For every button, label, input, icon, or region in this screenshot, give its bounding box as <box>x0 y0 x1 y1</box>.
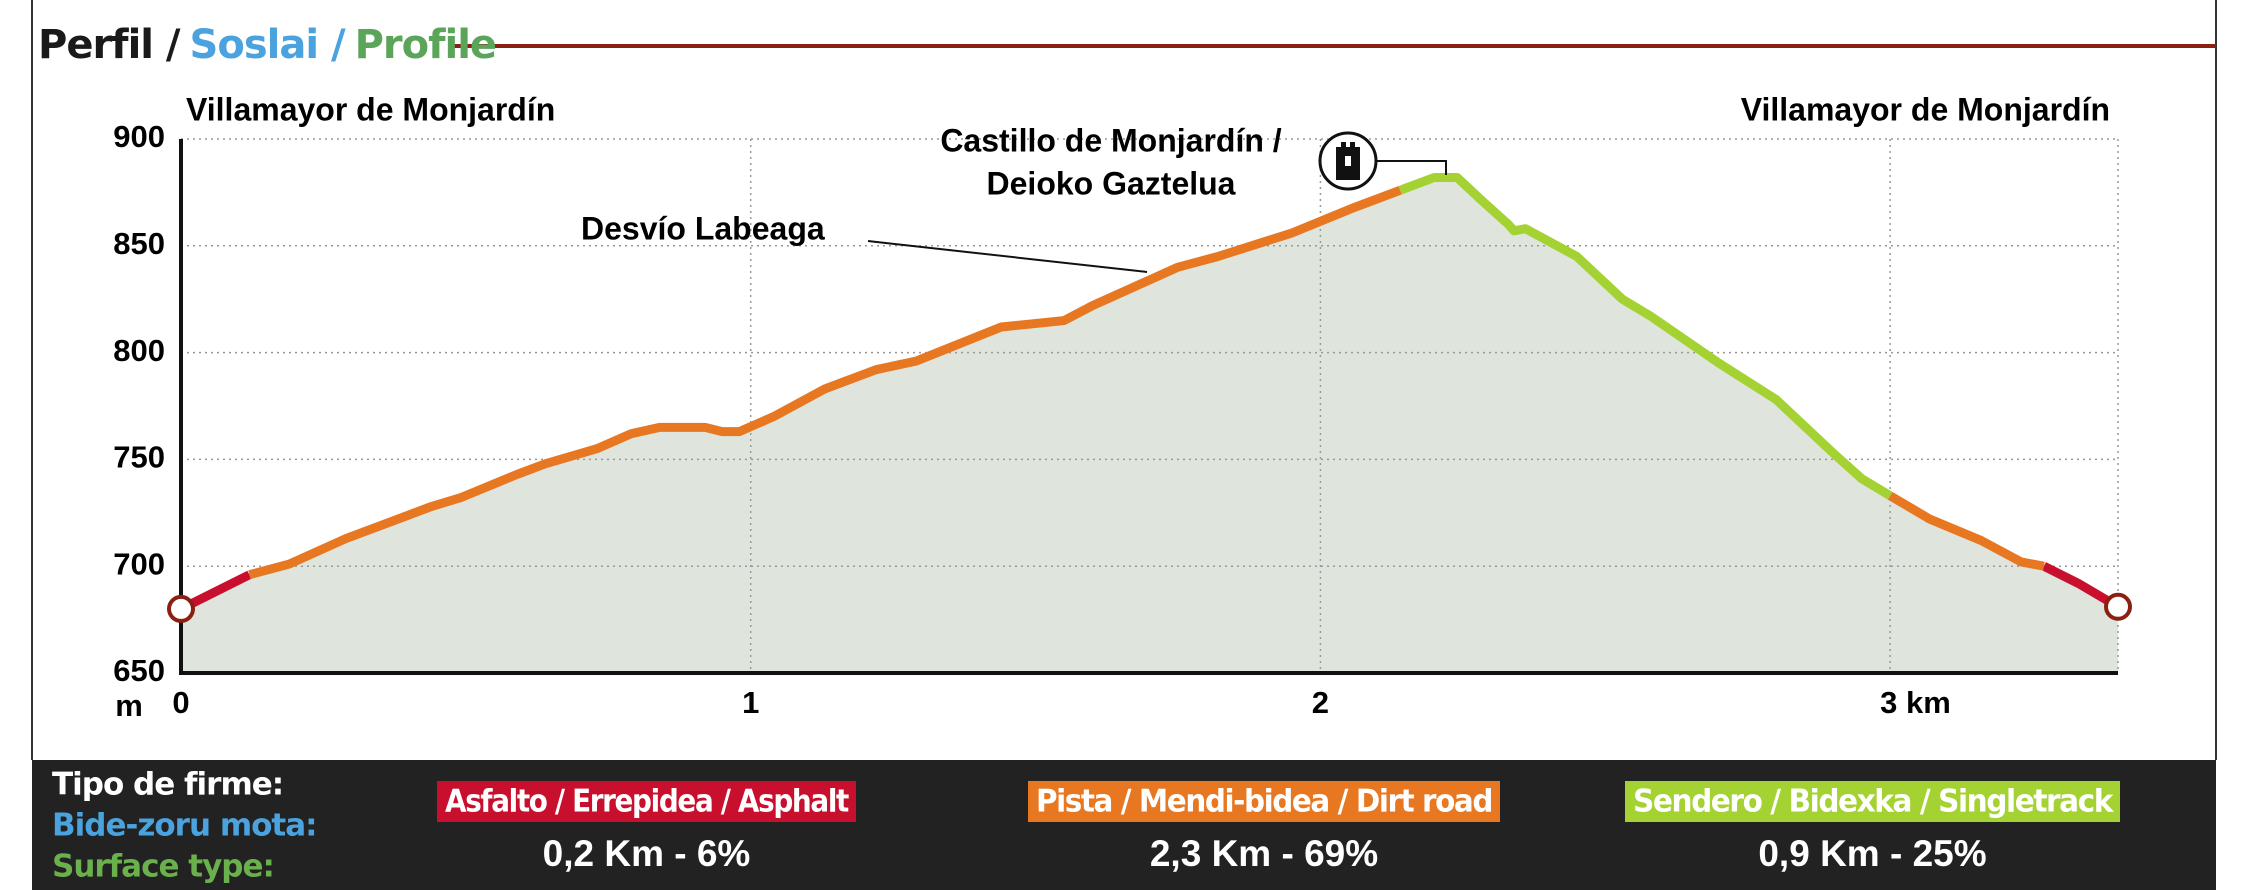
x-tick-label: 2 <box>1312 685 1329 720</box>
legend-summary: 0,2 Km - 6% <box>543 833 751 874</box>
annotation: Castillo de Monjardín / <box>940 122 1281 158</box>
legend-label: Asfalto / Errepidea / Asphalt <box>445 784 850 820</box>
legend-label: Pista / Mendi-bidea / Dirt road <box>1036 784 1492 820</box>
y-tick-label: 650 <box>113 653 165 688</box>
annotation: Desvío Labeaga <box>581 210 825 246</box>
annotation: Villamayor de Monjardín <box>186 91 555 127</box>
title-part: Perfil / <box>38 22 181 68</box>
legend-title: Surface type: <box>52 849 274 885</box>
y-tick-label: 750 <box>113 440 165 475</box>
y-tick-label: 700 <box>113 546 165 581</box>
legend-summary: 0,9 Km - 25% <box>1758 833 1986 874</box>
legend-swatch <box>1028 781 1500 822</box>
legend-summary: 2,3 Km - 69% <box>1150 833 1378 874</box>
title-part: Soslai / <box>190 22 346 68</box>
legend-title: Tipo de firme: <box>52 767 283 803</box>
legend-title: Bide-zoru mota: <box>52 808 317 844</box>
x-tick-label: 3 km <box>1880 685 1951 720</box>
castle-icon <box>1318 131 1447 191</box>
annotation-leader <box>867 240 1148 273</box>
endpoint-marker <box>167 594 195 623</box>
elevation-line <box>1398 172 1893 500</box>
endpoint-marker <box>2104 592 2132 621</box>
y-tick-label: 850 <box>113 226 165 261</box>
y-tick-label: 800 <box>113 333 165 368</box>
elevation-area <box>181 177 2118 673</box>
legend-swatch <box>1625 781 2120 822</box>
annotation: Deioko Gaztelua <box>987 165 1236 201</box>
annotation: Villamayor de Monjardín <box>1741 91 2110 127</box>
y-tick-label: 900 <box>113 119 165 154</box>
x-tick-label: 1 <box>742 685 759 720</box>
chart-title: Perfil / Soslai / Profile <box>38 22 496 68</box>
legend-label: Sendero / Bidexka / Singletrack <box>1633 784 2115 820</box>
y-axis-label: m <box>115 688 143 723</box>
title-part: Profile <box>355 22 496 68</box>
legend-swatch <box>437 781 856 822</box>
elevation-line <box>248 186 2045 580</box>
x-tick-label: 0 <box>172 685 189 720</box>
